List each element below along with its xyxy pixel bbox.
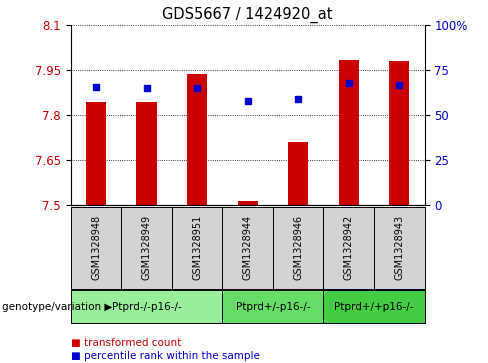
Text: Ptprd+/+p16-/-: Ptprd+/+p16-/- <box>334 302 414 312</box>
Bar <box>389 61 409 205</box>
Text: GSM1328942: GSM1328942 <box>344 215 354 280</box>
Bar <box>339 60 359 205</box>
Text: GSM1328948: GSM1328948 <box>91 215 101 280</box>
Bar <box>288 142 308 205</box>
Bar <box>238 201 258 205</box>
Text: Ptprd-/-p16-/-: Ptprd-/-p16-/- <box>112 302 182 312</box>
Title: GDS5667 / 1424920_at: GDS5667 / 1424920_at <box>163 7 333 23</box>
Text: ■ percentile rank within the sample: ■ percentile rank within the sample <box>71 351 260 362</box>
Text: ■ transformed count: ■ transformed count <box>71 338 181 348</box>
Text: genotype/variation ▶: genotype/variation ▶ <box>2 302 113 312</box>
Text: GSM1328946: GSM1328946 <box>293 215 303 280</box>
Text: GSM1328949: GSM1328949 <box>142 215 152 280</box>
Bar <box>137 102 157 205</box>
Text: Ptprd+/-p16-/-: Ptprd+/-p16-/- <box>236 302 310 312</box>
Text: GSM1328951: GSM1328951 <box>192 215 202 280</box>
Bar <box>187 74 207 205</box>
Bar <box>86 102 106 205</box>
Text: GSM1328943: GSM1328943 <box>394 215 404 280</box>
Text: GSM1328944: GSM1328944 <box>243 215 253 280</box>
